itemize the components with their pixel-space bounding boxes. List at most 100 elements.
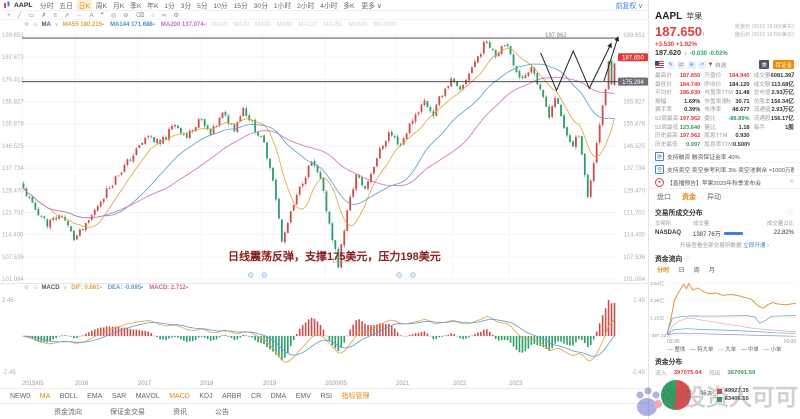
indicator-tab-SAR[interactable]: SAR (111, 392, 127, 400)
notice-row[interactable]: ● 【直播预告】苹果2023年秋季发布会 ✕ (649, 175, 800, 188)
indicator-tab-NEW0[interactable]: NEW0 (10, 392, 31, 400)
candlestick-chart[interactable]: 199.651199.651187.672187.672176.412176.4… (0, 29, 648, 283)
period-tab-多K[interactable]: 多K (343, 3, 355, 10)
upgrade-link[interactable]: 立即开通 › (743, 243, 769, 250)
stat-label: 成交额 (753, 81, 771, 88)
channel-tool-icon[interactable]: ⇗ (64, 11, 70, 19)
period-tab-30分[interactable]: 30分 (253, 3, 268, 10)
period-tab-15分[interactable]: 15分 (233, 3, 248, 10)
x-axis-label-2018: 2018 (200, 380, 214, 387)
event-marker-icon[interactable] (396, 272, 402, 278)
macd-indicator-name[interactable]: MACD (41, 285, 60, 291)
ma-indicator-name[interactable]: MA (41, 21, 51, 28)
indicator-tab-ARBR[interactable]: ARBR (222, 392, 242, 400)
period-tab-周K[interactable]: 周K (95, 3, 108, 10)
ma-hidden-MA120: MA120 (298, 21, 318, 28)
indicator-tab-MA[interactable]: MA (39, 392, 51, 400)
panel-tab-资金[interactable]: 资金 (682, 194, 696, 202)
period-tab-月K[interactable]: 月K (112, 3, 125, 10)
bottom-tab-保证金交易[interactable]: 保证金交易 (110, 408, 145, 416)
indicator-tab-MAVOL[interactable]: MAVOL (135, 392, 160, 400)
fund-flow-tab-月[interactable]: 月 (708, 267, 715, 275)
fibonacci-tool-icon[interactable]: ≡ (53, 11, 58, 19)
more-periods-dropdown[interactable]: 更多 ∨ (361, 3, 382, 10)
period-tab-2小时[interactable]: 2小时 (296, 3, 315, 10)
toolbar-settings-icon[interactable]: ⚙ (173, 11, 179, 19)
alert-icon[interactable]: ⊕ (687, 60, 696, 69)
link-icon[interactable]: ∞ (161, 11, 167, 19)
x-axis-label-2016: 2016 (75, 380, 89, 387)
undo-icon[interactable]: ← (76, 11, 83, 19)
zoom-out-icon[interactable]: ⊖ (123, 11, 129, 19)
macd-values: DIF: 0.661▪ DEA: -0.695▪ MACD: 2.712▪ (71, 285, 188, 291)
history-icon[interactable]: ○ (151, 11, 155, 19)
stat-value: 30.71 (735, 98, 750, 105)
indicator-tab-指标管理[interactable]: 指标管理 (341, 393, 370, 400)
period-tab-日K[interactable]: 日K (76, 0, 93, 10)
comment-tool-icon[interactable]: ❞ (100, 11, 104, 19)
resistance-price-label: 197.962 (545, 33, 567, 39)
bottom-tab-资讯[interactable]: 资讯 (173, 408, 187, 416)
stat-value: 1.69% (684, 98, 701, 105)
indicator-tab-DMA[interactable]: DMA (270, 392, 287, 400)
stat-item: 市盈率(静) 30.71 (704, 98, 749, 107)
rectangle-tool-icon[interactable]: ▭ (28, 11, 35, 19)
notice-row[interactable]: 融支持融资 融资保证金率 40% (649, 149, 800, 162)
macd-chart[interactable]: 2.45 -2.45 2.45 -2.45 (0, 292, 648, 379)
fund-flow-tab-分时[interactable]: 分时 (657, 267, 670, 275)
period-tab-1分[interactable]: 1分 (164, 3, 175, 10)
svg-text:155.878: 155.878 (623, 122, 645, 128)
trendline-tool-icon[interactable]: ╱ (17, 11, 22, 19)
svg-text:114.400: 114.400 (2, 233, 24, 239)
watchlist-heart-icon[interactable]: ♥ (708, 61, 713, 68)
event-marker-icon[interactable] (247, 272, 254, 278)
watchlist-label[interactable]: 自选 (714, 63, 727, 69)
share-icon[interactable]: ↗ (698, 60, 706, 69)
indicator-tab-RSI[interactable]: RSI (320, 392, 333, 400)
event-marker-icon[interactable] (410, 272, 416, 278)
feature-badge-icon: 空 (655, 164, 664, 174)
current-symbol-label: AAPL (14, 1, 33, 9)
fund-flow-tab-日[interactable]: 日 (678, 267, 685, 275)
fund-flow-info-icon[interactable]: ⓘ (684, 256, 691, 263)
fund-flow-tab-周[interactable]: 周 (693, 267, 700, 275)
period-tab-4小时[interactable]: 4小时 (320, 3, 338, 10)
indicator-tab-BOLL[interactable]: BOLL (59, 392, 78, 400)
period-tab-1小时[interactable]: 1小时 (273, 3, 292, 10)
adjust-mode-dropdown[interactable]: 前复权 ∨ (615, 3, 643, 10)
text-tool-icon[interactable]: A (89, 11, 94, 19)
period-tab-5分[interactable]: 5分 (197, 3, 208, 10)
indicator-tab-CR[interactable]: CR (251, 392, 262, 400)
indicator-tab-EMA[interactable]: EMA (87, 392, 103, 400)
macd-visibility-eye-icon[interactable]: ⊙ (32, 285, 38, 291)
ma-settings-gear-icon[interactable]: ⚙ (24, 21, 29, 28)
eraser-icon[interactable]: ⌫ (135, 11, 145, 19)
exchange-info-icon[interactable]: ⓘ (787, 210, 794, 217)
period-tab-分时[interactable]: 分时 (39, 3, 54, 10)
macd-settings-gear-icon[interactable]: ⚙ (24, 285, 29, 291)
draw-icon[interactable]: ✎ (666, 60, 675, 69)
ma-visibility-eye-icon[interactable]: ⊙ (32, 21, 38, 28)
crosshair-tool-icon[interactable]: + (7, 11, 11, 19)
indicator-tab-KDJ[interactable]: KDJ (199, 392, 213, 400)
indicator-tab-EMV[interactable]: EMV (295, 392, 311, 400)
period-tab-季K[interactable]: 季K (130, 3, 142, 10)
cross-mark-tool-icon[interactable]: ✗ (41, 11, 47, 19)
indicator-tab-MACD[interactable]: MACD (169, 392, 190, 400)
period-tab-五日[interactable]: 五日 (59, 3, 73, 10)
compare-icon[interactable]: ⇄ (677, 60, 685, 69)
period-tab-10分[interactable]: 10分 (213, 3, 228, 10)
panel-tab-异动[interactable]: 异动 (707, 194, 721, 202)
svg-text:137.734: 137.734 (2, 166, 24, 172)
bottom-tab-公告[interactable]: 公告 (215, 408, 229, 416)
zoom-in-icon[interactable]: ◎ (110, 11, 117, 19)
exchange-col-成交量占比: 成交量占比 (767, 221, 794, 228)
bottom-tab-资金流向[interactable]: 资金流向 (54, 408, 82, 416)
period-tab-年K[interactable]: 年K (147, 3, 159, 10)
close-icon[interactable]: ✕ (789, 179, 794, 186)
panel-tab-盘口[interactable]: 盘口 (657, 194, 671, 202)
notice-row[interactable]: 空支持卖空 卖空参考利率 3% 卖空池剩余 ≈1000万股 (649, 162, 800, 175)
period-tab-3分[interactable]: 3分 (180, 3, 192, 10)
event-marker-icon[interactable] (261, 272, 268, 278)
